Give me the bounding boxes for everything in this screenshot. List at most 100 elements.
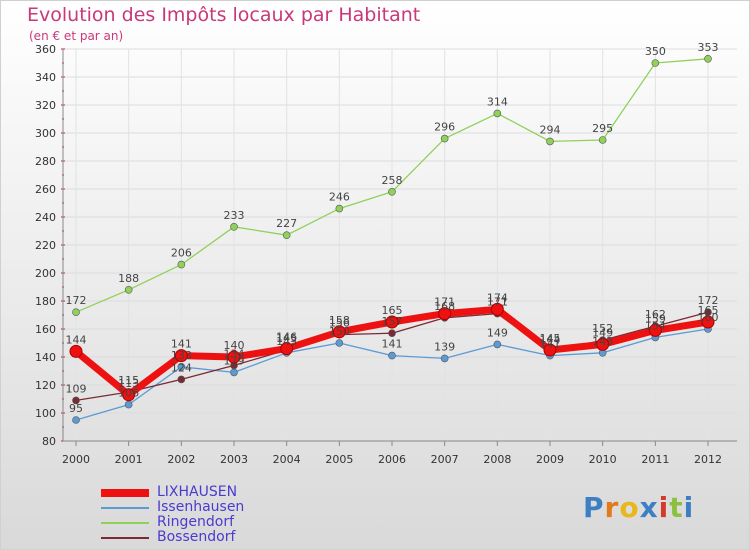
- data-label-ringendorf: 295: [592, 122, 613, 135]
- data-point-bossendorf: [388, 329, 396, 338]
- data-label-issenhausen: 141: [540, 338, 561, 351]
- data-label-lixhausen: 159: [645, 312, 666, 325]
- data-label-ringendorf: 206: [171, 247, 192, 260]
- data-point-lixhausen: [490, 302, 504, 316]
- legend-swatch: [101, 521, 149, 524]
- data-label-lixhausen: 145: [540, 332, 561, 345]
- x-tick-label: 2012: [694, 453, 722, 466]
- y-tick-label: 140: [35, 351, 56, 364]
- data-label-issenhausen: 141: [382, 338, 403, 351]
- x-tick-label: 2011: [641, 453, 669, 466]
- x-tick-label: 2010: [589, 453, 617, 466]
- x-tick-label: 2005: [325, 453, 353, 466]
- legend-label: Issenhausen: [157, 499, 245, 515]
- legend-item-issenhausen: Issenhausen: [101, 500, 244, 515]
- data-label-bossendorf: 144: [540, 333, 561, 346]
- data-point-ringendorf: [335, 204, 344, 213]
- chart-title: Evolution des Impôts locaux par Habitant: [27, 4, 421, 26]
- logo-letter: i: [658, 491, 670, 524]
- data-point-ringendorf: [230, 223, 238, 231]
- y-tick-label: 280: [35, 155, 56, 168]
- legend-item-lixhausen: LIXHAUSEN: [101, 485, 244, 500]
- data-label-lixhausen: 165: [382, 304, 403, 317]
- x-tick-label: 2007: [431, 453, 459, 466]
- y-tick-label: 240: [35, 211, 56, 224]
- data-point-lixhausen: [174, 349, 188, 363]
- data-point-bossendorf: [177, 375, 186, 384]
- y-tick-label: 260: [35, 183, 56, 196]
- data-point-lixhausen: [438, 307, 452, 321]
- data-point-issenhausen: [335, 339, 344, 347]
- y-tick-label: 80: [42, 435, 56, 448]
- data-label-issenhausen: 95: [69, 402, 83, 415]
- data-point-lixhausen: [543, 343, 557, 357]
- data-label-ringendorf: 233: [224, 209, 245, 222]
- y-tick-label: 100: [35, 407, 56, 420]
- data-label-lixhausen: 140: [224, 339, 245, 352]
- data-point-lixhausen: [385, 315, 399, 329]
- data-label-lixhausen: 141: [171, 338, 192, 351]
- data-label-ringendorf: 314: [487, 95, 508, 108]
- data-label-ringendorf: 353: [698, 41, 719, 54]
- data-label-issenhausen: 149: [487, 326, 508, 339]
- data-label-bossendorf: 162: [645, 308, 666, 321]
- data-label-issenhausen: 143: [592, 335, 613, 348]
- data-label-bossendorf: 156: [329, 317, 350, 330]
- data-point-ringendorf: [440, 134, 449, 143]
- legend-swatch: [101, 536, 149, 539]
- data-point-lixhausen: [596, 337, 610, 351]
- data-point-ringendorf: [651, 59, 660, 67]
- data-label-lixhausen: 171: [434, 296, 455, 309]
- data-label-ringendorf: 188: [118, 272, 139, 285]
- data-label-bossendorf: 168: [434, 300, 455, 313]
- data-label-bossendorf: 134: [224, 347, 245, 360]
- data-label-bossendorf: 157: [382, 315, 403, 328]
- data-label-issenhausen: 133: [171, 349, 192, 362]
- legend-label: LIXHAUSEN: [157, 484, 238, 500]
- data-label-issenhausen: 106: [118, 387, 139, 400]
- data-label-lixhausen: 158: [329, 314, 350, 327]
- y-tick-label: 300: [35, 127, 56, 140]
- data-point-lixhausen: [332, 325, 346, 339]
- data-point-issenhausen: [230, 368, 238, 377]
- y-tick-label: 220: [35, 239, 56, 252]
- y-tick-label: 360: [35, 43, 56, 56]
- logo-letter: r: [604, 491, 620, 524]
- data-label-lixhausen: 144: [66, 333, 87, 346]
- y-tick-label: 120: [35, 379, 56, 392]
- logo-letter: x: [639, 491, 659, 524]
- data-label-ringendorf: 172: [66, 294, 87, 307]
- x-tick-label: 2006: [378, 453, 406, 466]
- logo-letter: i: [683, 491, 695, 524]
- data-label-lixhausen: 174: [487, 291, 508, 304]
- data-point-ringendorf: [72, 308, 80, 317]
- data-point-ringendorf: [177, 260, 186, 269]
- data-label-bossendorf: 171: [487, 296, 508, 309]
- chart-subtitle: (en € et par an): [29, 29, 124, 43]
- x-tick-label: 2001: [115, 453, 143, 466]
- legend-swatch: [101, 506, 149, 509]
- data-point-ringendorf: [598, 136, 607, 144]
- data-label-ringendorf: 246: [329, 191, 350, 204]
- data-point-lixhausen: [701, 315, 715, 329]
- data-label-issenhausen: 150: [329, 325, 350, 338]
- data-point-issenhausen: [493, 340, 502, 349]
- y-tick-label: 180: [35, 295, 56, 308]
- data-point-lixhausen: [648, 323, 662, 337]
- data-label-ringendorf: 296: [434, 121, 455, 134]
- data-label-ringendorf: 258: [382, 174, 403, 187]
- x-tick-label: 2000: [62, 453, 90, 466]
- logo-letter: P: [583, 491, 605, 524]
- proxiti-logo: Proxiti: [583, 491, 694, 524]
- y-tick-label: 200: [35, 267, 56, 280]
- data-label-bossendorf: 145: [276, 332, 297, 345]
- y-tick-label: 340: [35, 71, 56, 84]
- data-point-ringendorf: [282, 231, 291, 239]
- data-point-issenhausen: [177, 362, 186, 371]
- line-chart: 80 100 120 140 160 180 200 220 240 260 280 300 320 34…: [35, 41, 737, 466]
- data-point-ringendorf: [388, 188, 396, 196]
- legend-swatch: [101, 488, 149, 497]
- y-tick-label: 160: [35, 323, 56, 336]
- data-point-bossendorf: [72, 396, 80, 405]
